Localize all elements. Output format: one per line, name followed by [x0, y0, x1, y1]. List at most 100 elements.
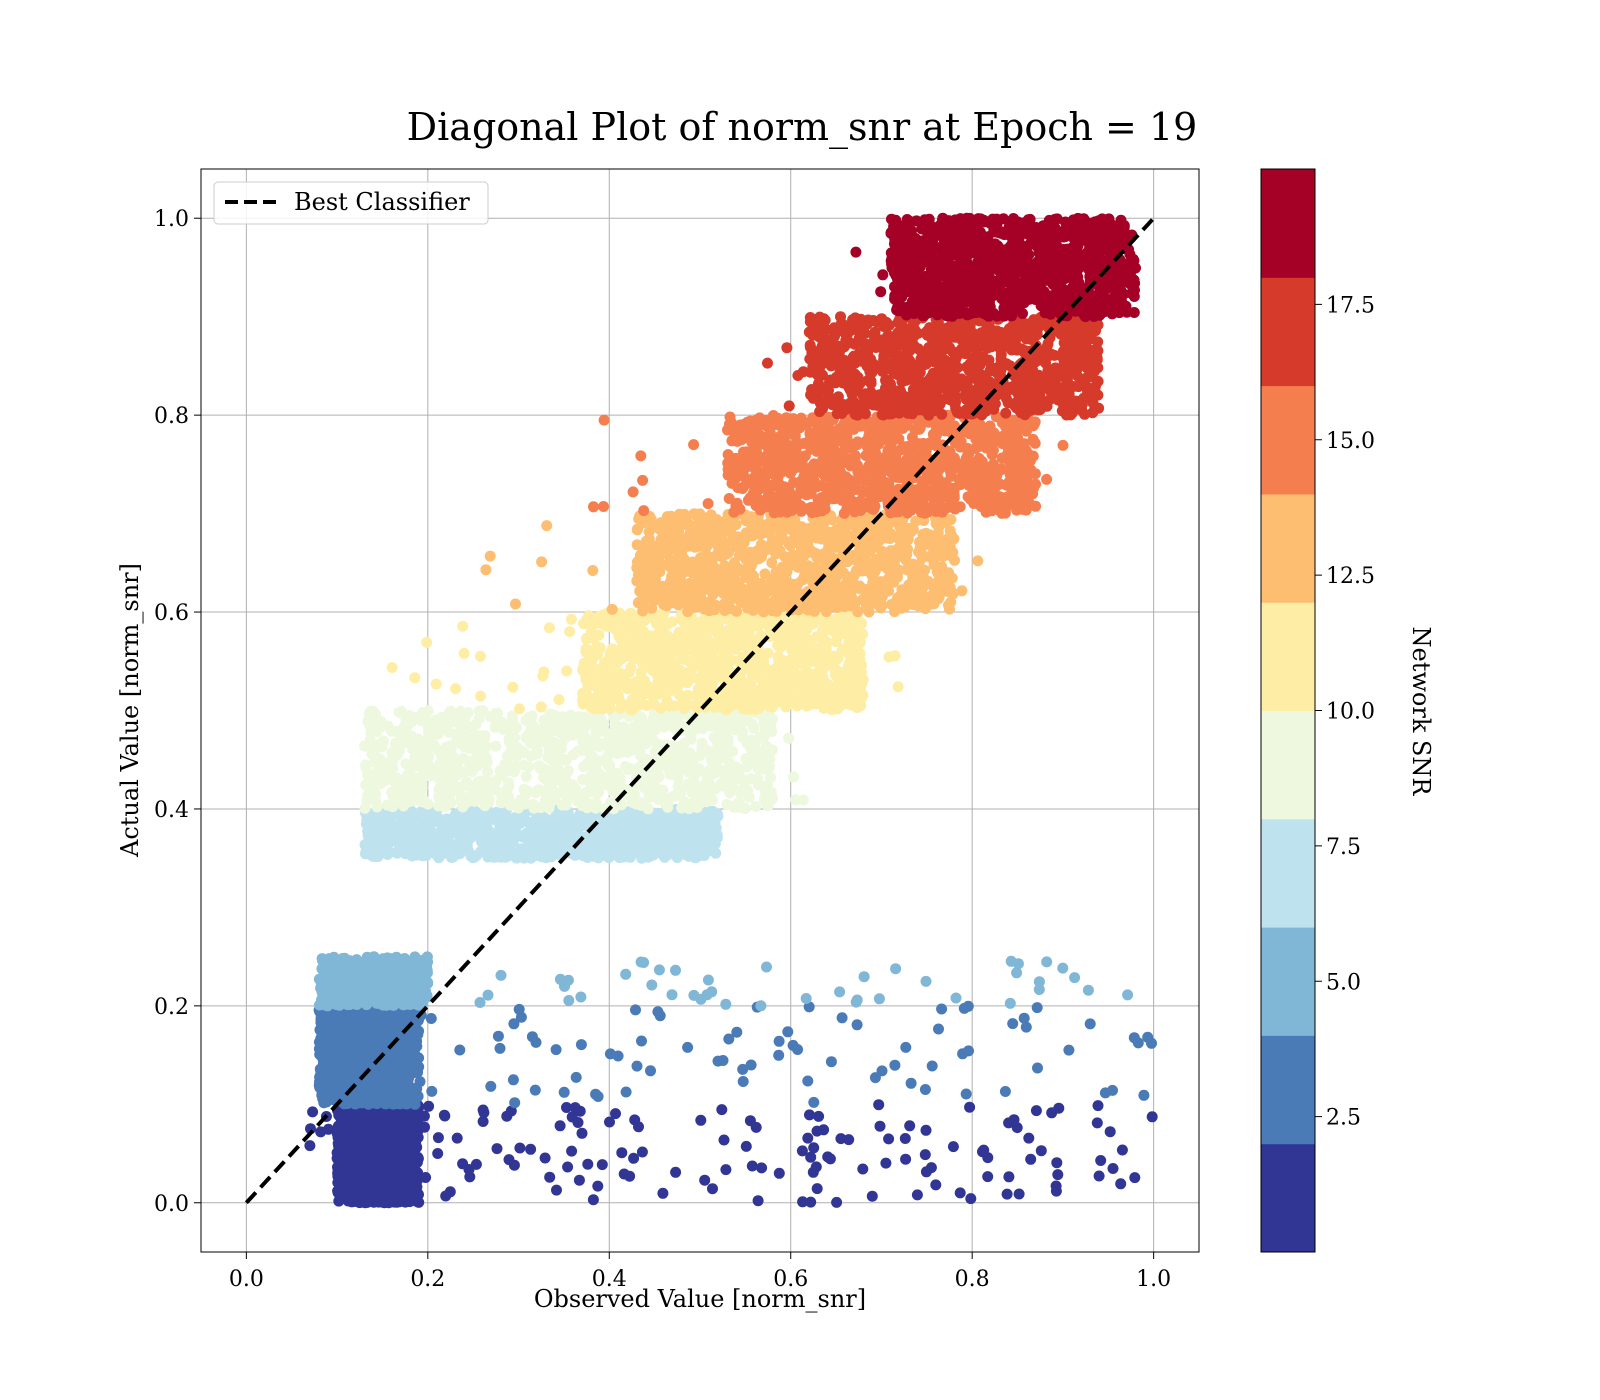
data-point [1030, 1105, 1042, 1117]
data-point [592, 1091, 604, 1102]
data-point [478, 840, 489, 852]
data-point [620, 845, 632, 857]
data-point [466, 766, 478, 778]
data-point [652, 1006, 664, 1018]
data-point [954, 1187, 966, 1199]
data-point [752, 779, 764, 791]
data-point [919, 1149, 931, 1161]
data-point [790, 794, 802, 806]
data-point [317, 1052, 328, 1064]
data-point [556, 769, 568, 781]
data-point [385, 982, 397, 994]
data-point [388, 1152, 400, 1163]
data-point [374, 753, 386, 765]
data-point [455, 795, 467, 807]
data-point [438, 771, 450, 783]
data-point [417, 954, 429, 966]
data-point [314, 1063, 326, 1075]
data-point [1041, 956, 1053, 968]
data-point [737, 1076, 749, 1087]
data-point [414, 1076, 426, 1088]
data-point [554, 1120, 566, 1132]
data-point [580, 742, 592, 754]
data-point [731, 715, 743, 727]
data-point [964, 1101, 976, 1113]
data-point [1052, 1169, 1064, 1181]
data-point [611, 745, 622, 757]
data-point [432, 1148, 444, 1159]
data-point [333, 1037, 345, 1049]
data-point [503, 1154, 515, 1166]
data-point [687, 776, 699, 788]
data-point [1013, 1188, 1025, 1200]
data-point [712, 1055, 724, 1067]
data-point [920, 975, 932, 987]
data-point [338, 1116, 350, 1128]
data-point [432, 1132, 444, 1144]
data-point [382, 720, 394, 732]
data-point [572, 1117, 584, 1128]
data-point [876, 1065, 888, 1077]
snr-band-1 [304, 1098, 1158, 1209]
data-point [553, 812, 564, 824]
data-point [361, 837, 373, 849]
data-point [326, 983, 337, 995]
data-point [711, 832, 723, 844]
data-point [495, 969, 507, 981]
data-point [576, 1127, 588, 1139]
data-point [834, 986, 846, 998]
data-point [802, 1132, 814, 1144]
data-point [716, 1104, 728, 1116]
data-point [675, 741, 687, 752]
data-point [399, 1122, 411, 1134]
data-point [424, 768, 436, 780]
data-point [690, 840, 702, 852]
data-point [808, 1096, 820, 1108]
data-point [509, 1097, 521, 1109]
snr-band-11 [386, 606, 904, 716]
data-point [889, 1059, 901, 1071]
data-point [633, 825, 645, 837]
data-point [390, 1192, 402, 1204]
data-point [418, 1110, 430, 1122]
data-point [372, 997, 384, 1009]
data-point [410, 811, 422, 823]
data-point [811, 1183, 823, 1195]
data-point [504, 824, 516, 836]
data-point [688, 765, 700, 777]
data-point [454, 1044, 466, 1056]
data-point [836, 1012, 848, 1024]
data-point [654, 839, 666, 851]
data-point [530, 787, 542, 799]
data-point [411, 788, 423, 800]
data-point [451, 1132, 463, 1144]
data-point [746, 1160, 758, 1172]
data-point [394, 1111, 406, 1123]
data-point [611, 767, 623, 779]
data-point [416, 746, 428, 757]
data-point [1032, 1062, 1043, 1074]
data-point [338, 1157, 350, 1169]
data-point [491, 1143, 503, 1155]
data-point [632, 845, 644, 857]
data-point [595, 846, 607, 858]
data-point [858, 971, 870, 983]
data-point [421, 967, 433, 979]
data-point [543, 781, 555, 793]
data-point [407, 961, 419, 973]
snr-band-5 [313, 951, 1134, 1012]
data-point [825, 1056, 837, 1068]
data-point [368, 1080, 380, 1092]
data-point [773, 1049, 785, 1061]
data-point [596, 1159, 608, 1171]
data-point [678, 761, 690, 773]
data-point [443, 740, 455, 752]
data-point [623, 764, 635, 776]
data-point [1082, 984, 1094, 996]
data-point [438, 1109, 450, 1121]
data-point [835, 1133, 847, 1145]
data-point [337, 953, 349, 964]
data-point [372, 721, 384, 733]
data-point [393, 706, 405, 718]
data-point [707, 1183, 718, 1195]
